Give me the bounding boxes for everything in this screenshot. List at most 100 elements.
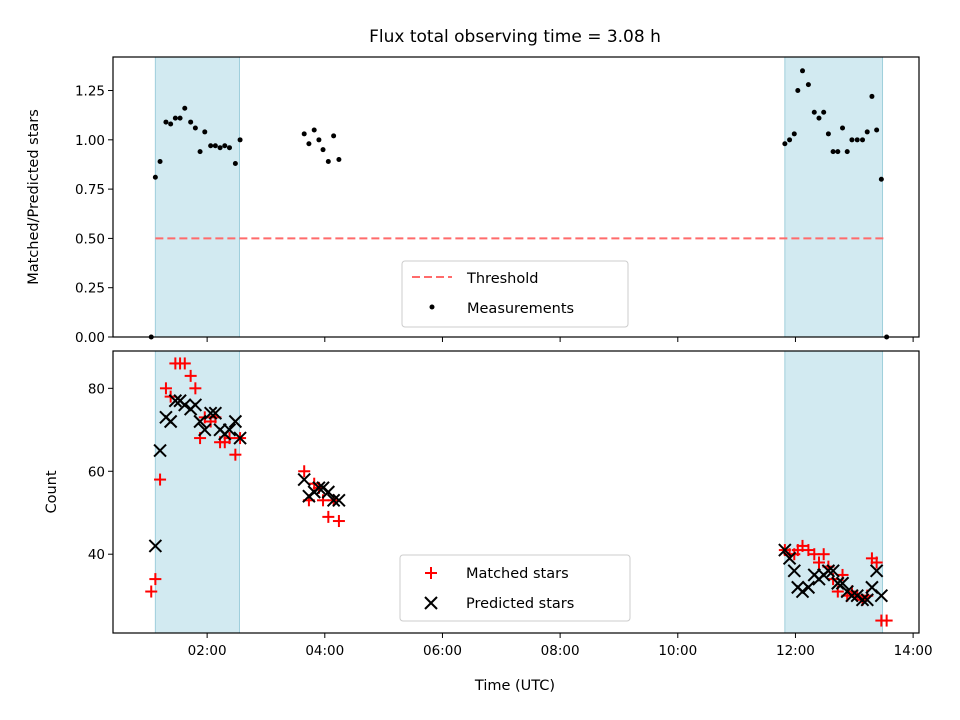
- matched-stars-point-17: [229, 448, 242, 461]
- measurements-point-17: [232, 160, 238, 166]
- measurements-point-19: [301, 131, 307, 137]
- measurements-point-33: [811, 109, 817, 115]
- matched-stars-point-0: [145, 585, 158, 598]
- count-legend: Matched stars Predicted stars: [399, 554, 631, 622]
- legend-predicted-label: Predicted stars: [466, 596, 574, 612]
- predicted-stars-point-45: [869, 564, 884, 578]
- count-panel: 40 60 80 02:00 04:00 06:00 08:00 10:00 12:00 14:…: [44, 350, 933, 694]
- measurements-point-26: [336, 157, 342, 163]
- measurements-point-7: [182, 105, 188, 111]
- matched-stars-point-35: [817, 548, 830, 561]
- measurements-point-20: [306, 141, 312, 147]
- count-ytick-label-1: 60: [88, 464, 105, 480]
- predicted-stars-point-3: [163, 414, 178, 429]
- measurements-point-11: [202, 129, 208, 135]
- matched-stars-point-9: [189, 382, 202, 395]
- measurements-point-44: [864, 129, 870, 135]
- predicted-stars-point-21: [312, 481, 326, 495]
- predicted-stars-point-12: [208, 406, 223, 420]
- measurements-point-40: [844, 149, 850, 155]
- measurements-point-18: [237, 137, 243, 143]
- measurements-point-13: [212, 143, 218, 149]
- measurements-point-35: [821, 109, 827, 115]
- matched-stars-point-2: [154, 473, 167, 486]
- predicted-stars-point-38: [835, 576, 850, 590]
- measurements-point-6: [177, 115, 183, 121]
- count-xtick-label-6: 14:00: [894, 643, 933, 659]
- predicted-stars-point-27: [782, 551, 797, 566]
- count-xtick-label-5: 12:00: [776, 643, 815, 659]
- measurements-point-23: [320, 147, 326, 153]
- predicted-stars-point-15: [222, 423, 237, 437]
- measurements-point-27: [782, 141, 788, 147]
- measurements-point-29: [791, 131, 797, 137]
- measurements-point-16: [226, 145, 232, 151]
- measurements-point-8: [188, 119, 194, 125]
- count-shaded-window-1: [154, 350, 240, 634]
- predicted-stars-point-23: [321, 485, 336, 499]
- count-xtick-label-4: 10:00: [658, 643, 697, 659]
- predicted-stars-point-0: [148, 539, 163, 553]
- count-ytick-label-0: 40: [88, 547, 105, 563]
- ratio-ytick-label-3: 0.75: [75, 182, 105, 198]
- chart-title: Flux total observing time = 3.08 h: [369, 27, 661, 47]
- predicted-stars-point-4: [168, 394, 183, 408]
- predicted-stars-point-1: [153, 443, 167, 458]
- measurements-point-15: [222, 143, 228, 149]
- predicted-stars-point-11: [203, 406, 218, 420]
- ratio-panel: 0.00 0.25 0.50 0.75 1.00 1.25 Matched/Predict…: [26, 56, 920, 346]
- measurements-point-9: [192, 125, 198, 131]
- measurements-point-1: [152, 174, 158, 180]
- predicted-stars-point-8: [188, 398, 203, 412]
- measurements-point-42: [854, 137, 860, 143]
- legend-measurements-swatch: [429, 304, 435, 310]
- ratio-ytick-label-2: 0.50: [75, 231, 105, 247]
- measurements-point-39: [840, 125, 846, 131]
- measurements-point-5: [172, 115, 178, 121]
- legend-measurements-label: Measurements: [467, 301, 574, 317]
- matched-stars-point-19: [298, 465, 311, 478]
- count-xtick-label-2: 06:00: [423, 643, 462, 659]
- predicted-stars-point-31: [801, 580, 816, 595]
- count-y-axis-label: Count: [44, 470, 60, 513]
- predicted-stars-point-9: [193, 414, 207, 429]
- predicted-stars-point-40: [845, 588, 859, 603]
- matched-stars-point-26: [332, 515, 345, 528]
- ratio-ytick-label-4: 1.00: [75, 133, 105, 149]
- matched-stars-point-7: [178, 357, 191, 370]
- ratio-ytick-label-1: 0.25: [75, 281, 105, 297]
- predicted-stars-point-17: [233, 431, 247, 445]
- legend-matched-label: Matched stars: [466, 566, 569, 582]
- legend-predicted-swatch: [424, 596, 438, 610]
- measurements-point-43: [860, 137, 866, 143]
- matched-stars-point-34: [812, 556, 825, 569]
- measurements-point-14: [217, 145, 223, 151]
- count-xtick-label-1: 04:00: [305, 643, 344, 659]
- measurements-point-2: [157, 159, 163, 165]
- measurements-point-21: [311, 127, 317, 133]
- predicted-stars-point-30: [795, 584, 810, 599]
- count-xtick-label-0: 02:00: [188, 643, 227, 659]
- measurements-point-47: [878, 176, 884, 182]
- ratio-panel-frame: [112, 56, 920, 338]
- predicted-stars-point-10: [198, 423, 212, 437]
- matched-stars-point-48: [880, 614, 893, 627]
- measurements-point-31: [800, 68, 806, 74]
- ratio-y-axis-label: Matched/Predicted stars: [26, 109, 42, 285]
- ratio-legend: Threshold Measurements: [401, 260, 629, 328]
- ratio-shaded-window-2: [784, 56, 884, 338]
- predicted-stars-point-18: [297, 472, 311, 487]
- measurements-point-24: [325, 159, 331, 165]
- predicted-stars-point-28: [787, 564, 801, 578]
- measurements-point-45: [869, 93, 875, 99]
- predicted-stars-point-36: [826, 564, 840, 578]
- measurements-point-41: [849, 137, 855, 143]
- measurements-point-34: [816, 115, 822, 121]
- ratio-shaded-window-1: [154, 56, 240, 338]
- predicted-stars-point-43: [860, 593, 874, 607]
- measurements-point-46: [874, 127, 880, 133]
- predicted-stars-point-46: [874, 588, 889, 603]
- measurements-point-28: [787, 137, 793, 143]
- ratio-legend-frame: [401, 260, 629, 328]
